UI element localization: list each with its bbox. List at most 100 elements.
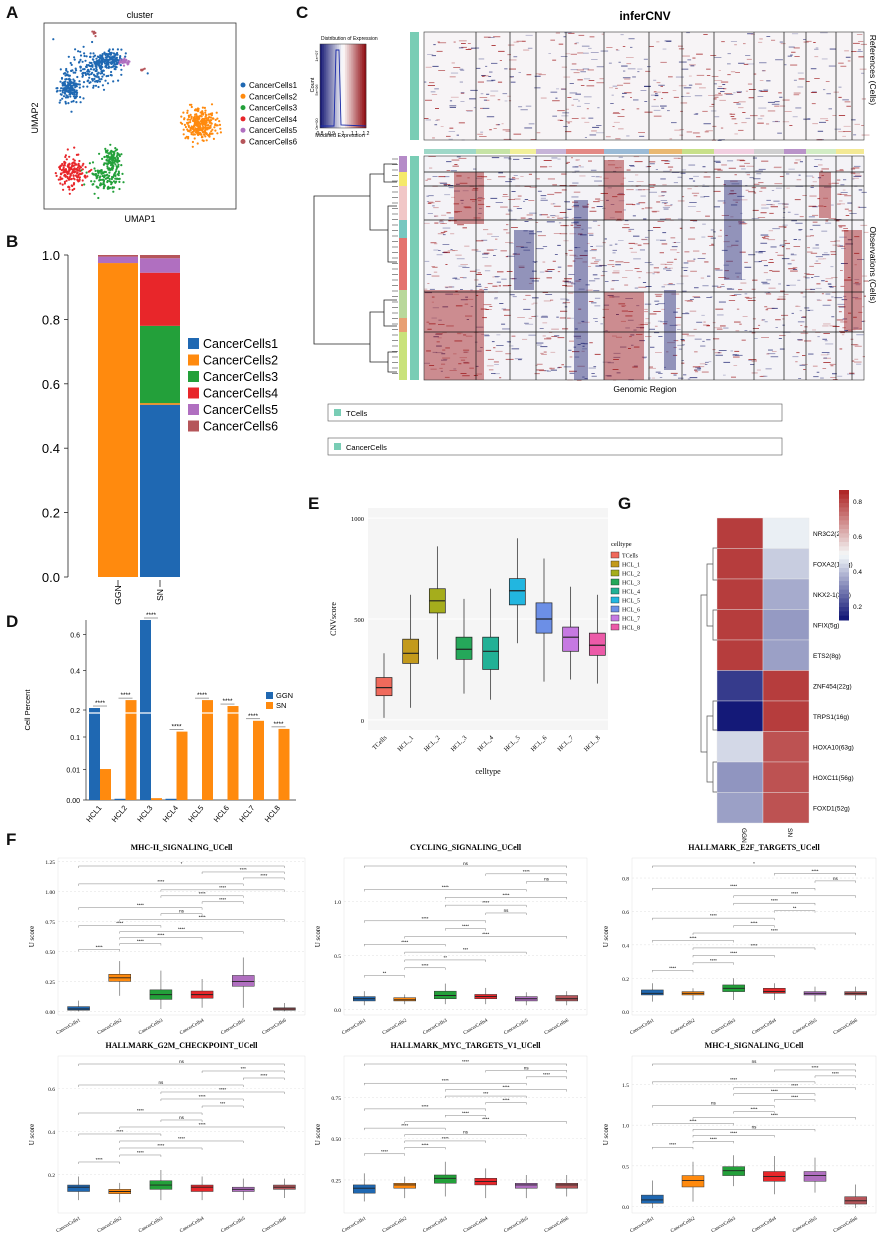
- cnv-cell: [613, 359, 619, 360]
- cnv-cell: [649, 366, 653, 368]
- cnv-cell: [661, 308, 665, 310]
- cnv-cell: [700, 345, 706, 347]
- cnv-cell: [505, 353, 511, 355]
- sig-label: ****: [137, 1108, 144, 1113]
- cnv-cell: [502, 285, 509, 287]
- cnv-cell: [677, 176, 682, 178]
- cnv-cell: [793, 246, 801, 247]
- cnv-cell: [554, 254, 558, 255]
- box: [535, 602, 553, 634]
- y-tick-label: 1.0: [622, 1124, 629, 1130]
- cnv-cell: [718, 139, 725, 141]
- cnv-cell: [437, 233, 444, 235]
- cnv-cell: [495, 202, 503, 203]
- umap-point: [115, 60, 118, 63]
- cnv-cell: [427, 283, 430, 284]
- umap-point: [65, 179, 68, 182]
- umap-point: [193, 137, 196, 140]
- cnv-cell: [429, 288, 435, 290]
- cnv-cell: [752, 157, 757, 159]
- cnv-cell: [793, 94, 800, 96]
- cnv-cell: [761, 70, 766, 72]
- cnv-cell: [444, 376, 450, 378]
- box: [681, 1175, 705, 1188]
- scale-strip: [839, 546, 849, 552]
- cnv-cell: [570, 69, 578, 71]
- umap-point: [72, 177, 75, 180]
- cnv-cell: [820, 32, 828, 34]
- sig-label: ****: [199, 1094, 206, 1099]
- cnv-cell: [526, 214, 533, 216]
- cnv-cell: [479, 136, 487, 137]
- cnv-cell: [816, 299, 820, 301]
- umap-point: [91, 161, 95, 164]
- cnv-cell: [820, 118, 828, 120]
- cnv-cell: [463, 362, 470, 364]
- cnv-cell: [663, 284, 667, 286]
- cnv-cell: [624, 284, 629, 286]
- cnv-cell: [796, 179, 802, 181]
- cnv-cell: [528, 173, 532, 175]
- cnv-cell: [450, 249, 453, 250]
- cnv-cell: [776, 298, 780, 300]
- umap-point: [67, 178, 71, 181]
- cnv-cell: [687, 378, 691, 380]
- cnv-cell: [802, 195, 807, 196]
- cnv-cell: [510, 81, 516, 83]
- umap-point: [93, 180, 96, 183]
- cnv-cell: [736, 159, 745, 161]
- umap-point: [207, 124, 210, 127]
- cnv-cell: [441, 214, 447, 216]
- cnv-cell: [713, 231, 716, 233]
- cnv-cell: [774, 101, 780, 103]
- cnv-cell: [760, 234, 769, 236]
- cnv-cell: [841, 230, 849, 232]
- umap-point: [118, 62, 121, 65]
- cnv-cell: [814, 56, 819, 58]
- cnv-cell: [843, 179, 847, 181]
- cnv-cell: [617, 84, 623, 86]
- cnv-cell: [575, 93, 581, 95]
- cnv-cell: [752, 209, 759, 211]
- cnv-cell: [520, 176, 524, 177]
- cnv-cell: [716, 328, 723, 330]
- cnv-cell: [469, 367, 474, 369]
- cnv-cell: [445, 287, 449, 289]
- cnv-cell: [424, 222, 430, 224]
- cnv-cell: [668, 76, 673, 78]
- umap-point: [187, 115, 191, 119]
- umap-point: [197, 125, 200, 128]
- cnv-cell: [705, 215, 710, 217]
- cnv-cell: [779, 244, 786, 246]
- cnv-cell: [493, 255, 496, 256]
- cnv-cell: [692, 180, 696, 182]
- cnv-cell: [441, 363, 446, 365]
- cnv-cell: [606, 47, 613, 48]
- scale-strip: [839, 611, 849, 617]
- cnv-cell: [814, 48, 819, 50]
- umap-point: [200, 121, 203, 125]
- key-color-strip: [343, 44, 346, 128]
- cnv-cell: [707, 235, 713, 237]
- cnv-cell: [812, 206, 818, 208]
- umap-point: [98, 78, 101, 81]
- cnv-cell: [662, 48, 667, 50]
- umap-point: [85, 55, 88, 58]
- umap-point: [54, 172, 57, 175]
- cnv-cell: [465, 110, 473, 111]
- cnv-cell: [720, 127, 724, 129]
- dendro-branch: [369, 173, 388, 231]
- umap-point: [81, 74, 84, 77]
- cnv-cell: [540, 346, 548, 348]
- cnv-cell: [550, 91, 558, 93]
- cnv-cell: [653, 91, 662, 93]
- stack-segment: [140, 272, 180, 326]
- cnv-cell: [653, 115, 662, 117]
- sig-label: ****: [401, 939, 408, 944]
- key-xlabel: Modified Expression: [315, 133, 365, 139]
- cnv-cell: [732, 354, 737, 355]
- cnv-cell: [587, 69, 594, 71]
- cnv-cell: [664, 163, 670, 164]
- cnv-cell: [578, 100, 580, 102]
- umap-point: [203, 121, 206, 124]
